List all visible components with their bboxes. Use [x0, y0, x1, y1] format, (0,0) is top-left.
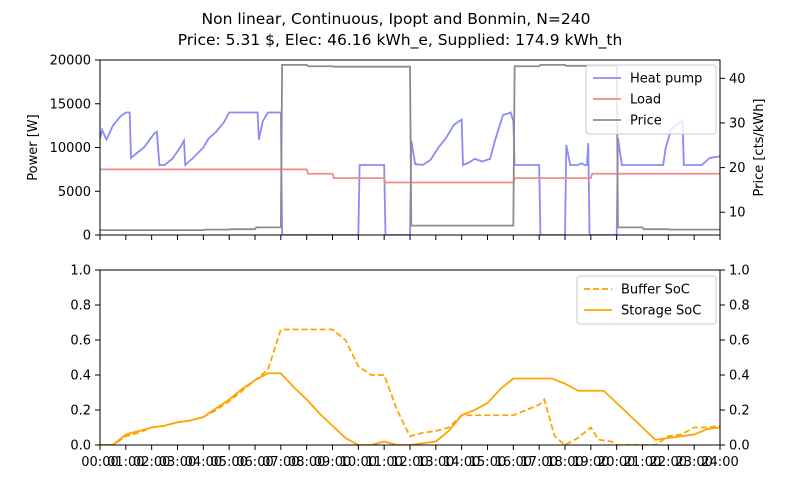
y-tick-label: 0.0 — [70, 439, 91, 454]
y-tick-label: 5000 — [58, 185, 91, 200]
y-tick-label: 10000 — [50, 141, 91, 156]
top-legend: Heat pump Load Price — [585, 64, 717, 135]
chart-title-line-1: Non linear, Continuous, Ipopt and Bonmin… — [202, 10, 591, 28]
top-y2-axis-label: Price [cts/kWh] — [752, 98, 767, 196]
y2-tick-label: 0.6 — [729, 334, 750, 349]
x-tick-label: 00:00 — [81, 455, 118, 470]
y-tick-label: 20000 — [50, 54, 91, 69]
top-y-axis-label: Power [W] — [26, 114, 41, 180]
chart-title-line-2: Price: 5.31 $, Elec: 46.16 kWh_e, Suppli… — [178, 31, 623, 50]
x-tick-label: 13:00 — [417, 455, 454, 470]
x-tick-label: 05:00 — [210, 455, 247, 470]
x-tick-label: 07:00 — [262, 455, 299, 470]
legend-label: Load — [630, 93, 661, 108]
x-tick-label: 22:00 — [650, 455, 687, 470]
x-tick-label: 14:00 — [443, 455, 480, 470]
x-tick-label: 20:00 — [598, 455, 635, 470]
x-tick-label: 23:00 — [675, 455, 712, 470]
series-line-heat-pump — [100, 111, 720, 235]
legend-label: Price — [630, 114, 662, 129]
y-tick-label: 0.4 — [70, 369, 91, 384]
x-tick-label: 09:00 — [314, 455, 351, 470]
bottom-x-ticks: 00:0001:0002:0003:0004:0005:0006:0007:00… — [81, 445, 739, 470]
legend-frame — [585, 64, 717, 135]
x-tick-label: 06:00 — [236, 455, 273, 470]
y-tick-label: 0.8 — [70, 299, 91, 314]
y2-tick-label: 40 — [729, 72, 746, 87]
x-tick-label: 12:00 — [391, 455, 428, 470]
y-tick-label: 0.6 — [70, 334, 91, 349]
legend-label: Buffer SoC — [621, 283, 690, 298]
y-tick-label: 15000 — [50, 97, 91, 112]
x-tick-label: 16:00 — [495, 455, 532, 470]
y2-tick-label: 30 — [729, 116, 746, 131]
series-line-load — [100, 168, 720, 184]
bottom-axes: 0.0 0.2 0.4 0.6 0.8 1.0 0.0 0.2 0.4 0.6 0.8 1.0 00… — [70, 264, 749, 471]
x-tick-label: 01:00 — [107, 455, 144, 470]
x-tick-label: 18:00 — [546, 455, 583, 470]
x-tick-label: 21:00 — [624, 455, 661, 470]
series-line-storage-soc — [100, 372, 720, 445]
x-tick-label: 04:00 — [185, 455, 222, 470]
bottom-right-y-ticks: 0.0 0.2 0.4 0.6 0.8 1.0 — [720, 264, 750, 454]
legend-label: Heat pump — [630, 72, 702, 87]
x-tick-label: 24:00 — [701, 455, 738, 470]
x-tick-label: 08:00 — [288, 455, 325, 470]
y-tick-label: 0 — [83, 229, 91, 244]
bottom-left-y-ticks: 0.0 0.2 0.4 0.6 0.8 1.0 — [70, 264, 100, 454]
top-plot-area — [100, 64, 720, 235]
legend-label: Storage SoC — [621, 304, 701, 319]
x-tick-label: 17:00 — [520, 455, 557, 470]
top-right-y-ticks: 10 20 30 40 — [720, 72, 746, 221]
series-line-price — [100, 64, 720, 231]
y2-tick-label: 20 — [729, 161, 746, 176]
x-tick-label: 10:00 — [340, 455, 377, 470]
x-tick-label: 19:00 — [572, 455, 609, 470]
y2-tick-label: 1.0 — [729, 264, 750, 279]
y2-tick-label: 0.8 — [729, 299, 750, 314]
y2-tick-label: 0.0 — [729, 439, 750, 454]
top-left-y-ticks: 0 5000 10000 15000 20000 — [50, 54, 100, 244]
x-tick-label: 02:00 — [133, 455, 170, 470]
y2-tick-label: 0.2 — [729, 404, 750, 419]
y2-tick-label: 0.4 — [729, 369, 750, 384]
x-tick-label: 11:00 — [365, 455, 402, 470]
legend-frame — [576, 275, 717, 325]
bottom-legend: Buffer SoC Storage SoC — [576, 275, 717, 325]
y-tick-label: 0.2 — [70, 404, 91, 419]
bottom-plot-area — [100, 328, 720, 445]
y2-tick-label: 10 — [729, 206, 746, 221]
y-tick-label: 1.0 — [70, 264, 91, 279]
x-tick-label: 15:00 — [469, 455, 506, 470]
x-tick-label: 03:00 — [159, 455, 196, 470]
top-x-ticks — [99, 235, 721, 240]
